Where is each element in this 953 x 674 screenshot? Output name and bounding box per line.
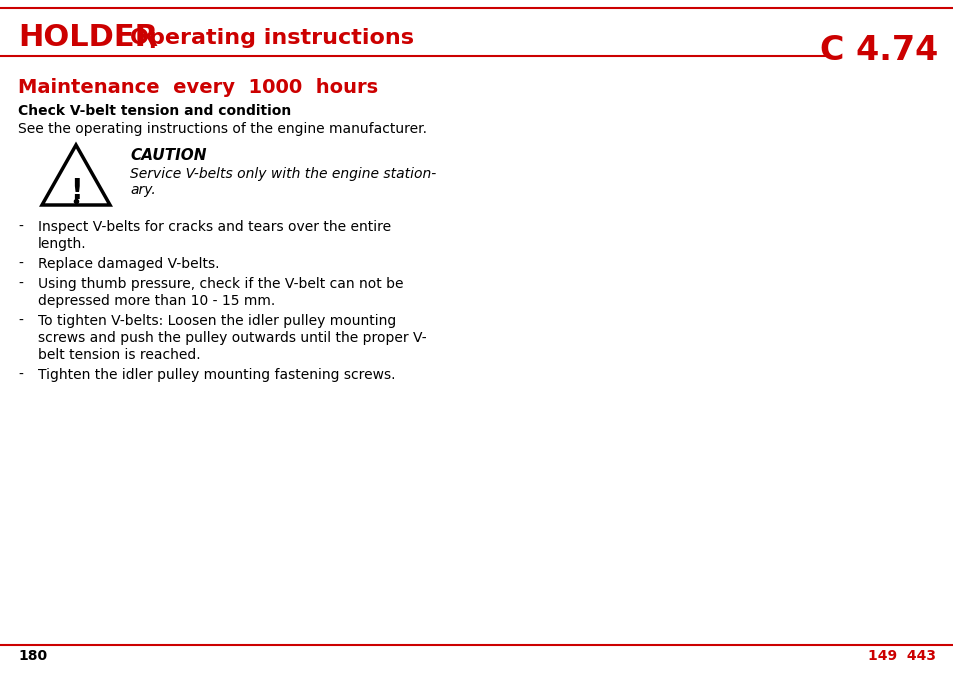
Text: C 4.74: C 4.74	[819, 34, 937, 67]
Text: -: -	[18, 277, 23, 291]
Text: 180: 180	[18, 649, 47, 663]
Text: Using thumb pressure, check if the V-belt can not be: Using thumb pressure, check if the V-bel…	[38, 277, 403, 291]
Text: CAUTION: CAUTION	[130, 148, 206, 163]
Text: -: -	[18, 368, 23, 382]
Text: Operating instructions: Operating instructions	[130, 28, 414, 48]
Text: 149  443: 149 443	[867, 649, 935, 663]
Text: depressed more than 10 - 15 mm.: depressed more than 10 - 15 mm.	[38, 294, 275, 308]
Text: Inspect V-belts for cracks and tears over the entire: Inspect V-belts for cracks and tears ove…	[38, 220, 391, 234]
Text: Check V-belt tension and condition: Check V-belt tension and condition	[18, 104, 291, 118]
Text: Tighten the idler pulley mounting fastening screws.: Tighten the idler pulley mounting fasten…	[38, 368, 395, 382]
Text: -: -	[18, 220, 23, 234]
Text: See the operating instructions of the engine manufacturer.: See the operating instructions of the en…	[18, 122, 427, 136]
Text: !: !	[70, 177, 82, 205]
Text: screws and push the pulley outwards until the proper V-: screws and push the pulley outwards unti…	[38, 331, 426, 345]
Text: ary.: ary.	[130, 183, 155, 197]
Text: Service V-belts only with the engine station-: Service V-belts only with the engine sta…	[130, 167, 436, 181]
Text: Replace damaged V-belts.: Replace damaged V-belts.	[38, 257, 219, 271]
Text: To tighten V-belts: Loosen the idler pulley mounting: To tighten V-belts: Loosen the idler pul…	[38, 314, 395, 328]
Text: -: -	[18, 314, 23, 328]
Text: HOLDER: HOLDER	[18, 24, 158, 53]
Text: Maintenance  every  1000  hours: Maintenance every 1000 hours	[18, 78, 377, 97]
Text: -: -	[18, 257, 23, 271]
Text: belt tension is reached.: belt tension is reached.	[38, 348, 200, 362]
Text: length.: length.	[38, 237, 87, 251]
